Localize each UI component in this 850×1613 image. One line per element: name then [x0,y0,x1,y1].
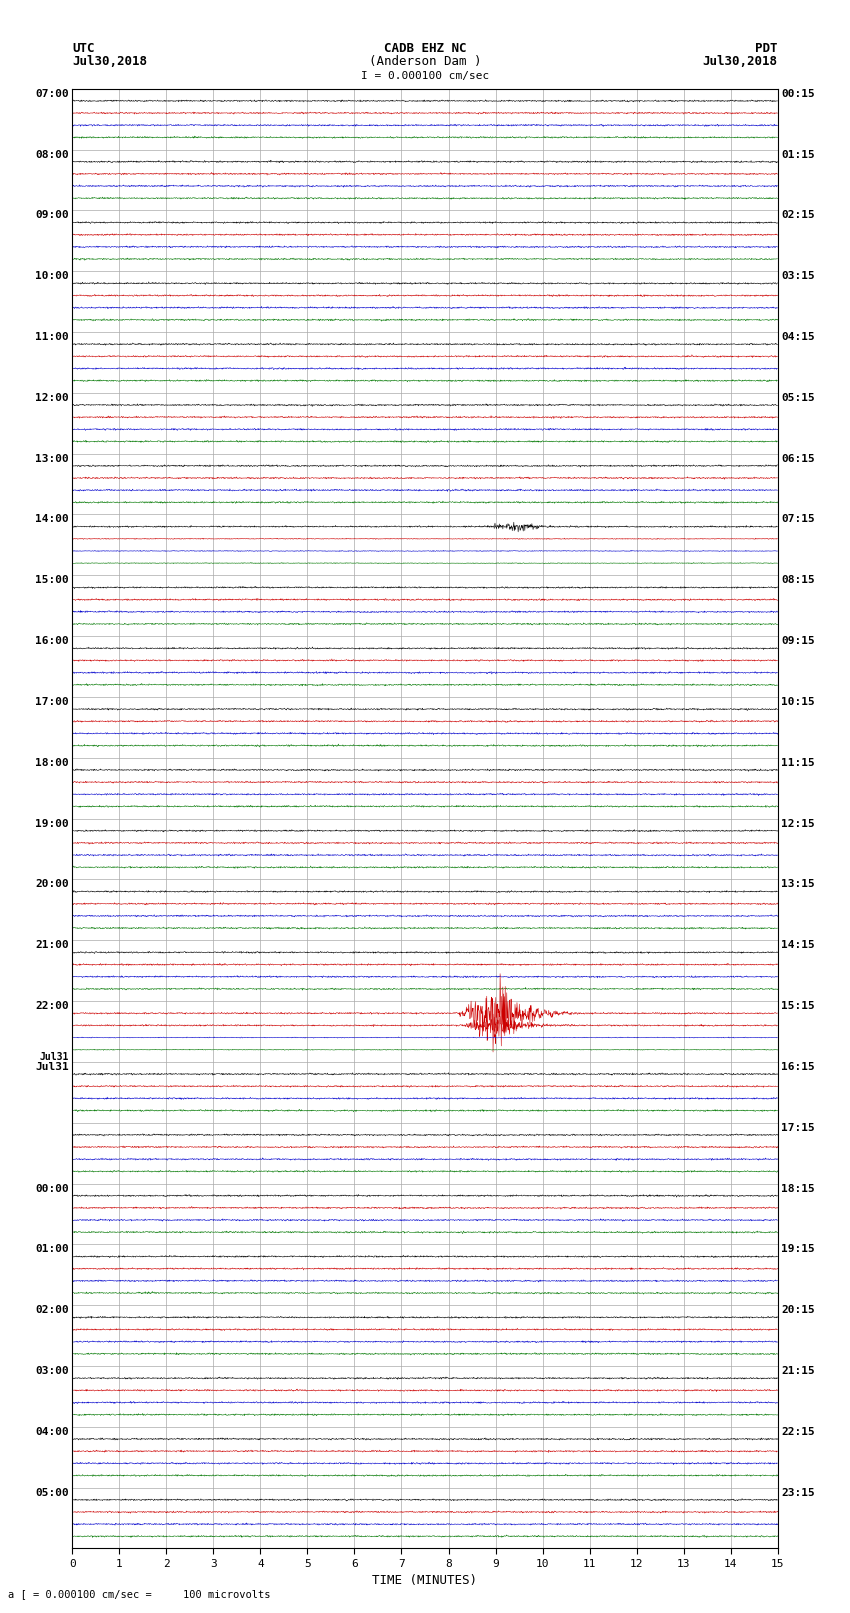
Text: (Anderson Dam ): (Anderson Dam ) [369,55,481,68]
Text: 15:00: 15:00 [35,576,69,586]
Text: 08:00: 08:00 [35,150,69,160]
Text: 21:15: 21:15 [781,1366,815,1376]
Text: 12:00: 12:00 [35,394,69,403]
Text: 09:15: 09:15 [781,636,815,647]
Text: 16:00: 16:00 [35,636,69,647]
Text: 12:15: 12:15 [781,819,815,829]
X-axis label: TIME (MINUTES): TIME (MINUTES) [372,1574,478,1587]
Text: 22:15: 22:15 [781,1428,815,1437]
Text: 01:15: 01:15 [781,150,815,160]
Text: 20:00: 20:00 [35,879,69,889]
Text: 23:15: 23:15 [781,1487,815,1497]
Text: UTC: UTC [72,42,94,55]
Text: 16:15: 16:15 [781,1061,815,1073]
Text: 08:15: 08:15 [781,576,815,586]
Text: 20:15: 20:15 [781,1305,815,1315]
Text: 07:15: 07:15 [781,515,815,524]
Text: 17:00: 17:00 [35,697,69,706]
Text: 05:15: 05:15 [781,394,815,403]
Text: Jul31: Jul31 [35,1061,69,1073]
Text: 00:15: 00:15 [781,89,815,98]
Text: CADB EHZ NC: CADB EHZ NC [383,42,467,55]
Text: 01:00: 01:00 [35,1244,69,1255]
Text: 17:15: 17:15 [781,1123,815,1132]
Text: 14:15: 14:15 [781,940,815,950]
Text: 13:15: 13:15 [781,879,815,889]
Text: Jul31: Jul31 [39,1052,69,1061]
Text: 14:00: 14:00 [35,515,69,524]
Text: 00:00: 00:00 [35,1184,69,1194]
Text: 10:00: 10:00 [35,271,69,281]
Text: 22:00: 22:00 [35,1002,69,1011]
Text: 07:00: 07:00 [35,89,69,98]
Text: 04:00: 04:00 [35,1428,69,1437]
Text: 15:15: 15:15 [781,1002,815,1011]
Text: 13:00: 13:00 [35,453,69,463]
Text: 18:15: 18:15 [781,1184,815,1194]
Text: a [ = 0.000100 cm/sec =     100 microvolts: a [ = 0.000100 cm/sec = 100 microvolts [8,1589,271,1598]
Text: 21:00: 21:00 [35,940,69,950]
Text: Jul30,2018: Jul30,2018 [72,55,147,68]
Text: 09:00: 09:00 [35,210,69,221]
Text: 06:15: 06:15 [781,453,815,463]
Text: 03:15: 03:15 [781,271,815,281]
Text: 11:00: 11:00 [35,332,69,342]
Text: 18:00: 18:00 [35,758,69,768]
Text: 19:00: 19:00 [35,819,69,829]
Text: 05:00: 05:00 [35,1487,69,1497]
Text: 19:15: 19:15 [781,1244,815,1255]
Text: 10:15: 10:15 [781,697,815,706]
Text: 03:00: 03:00 [35,1366,69,1376]
Text: 11:15: 11:15 [781,758,815,768]
Text: 04:15: 04:15 [781,332,815,342]
Text: I = 0.000100 cm/sec: I = 0.000100 cm/sec [361,71,489,81]
Text: 02:15: 02:15 [781,210,815,221]
Text: Jul30,2018: Jul30,2018 [703,55,778,68]
Text: PDT: PDT [756,42,778,55]
Text: 02:00: 02:00 [35,1305,69,1315]
